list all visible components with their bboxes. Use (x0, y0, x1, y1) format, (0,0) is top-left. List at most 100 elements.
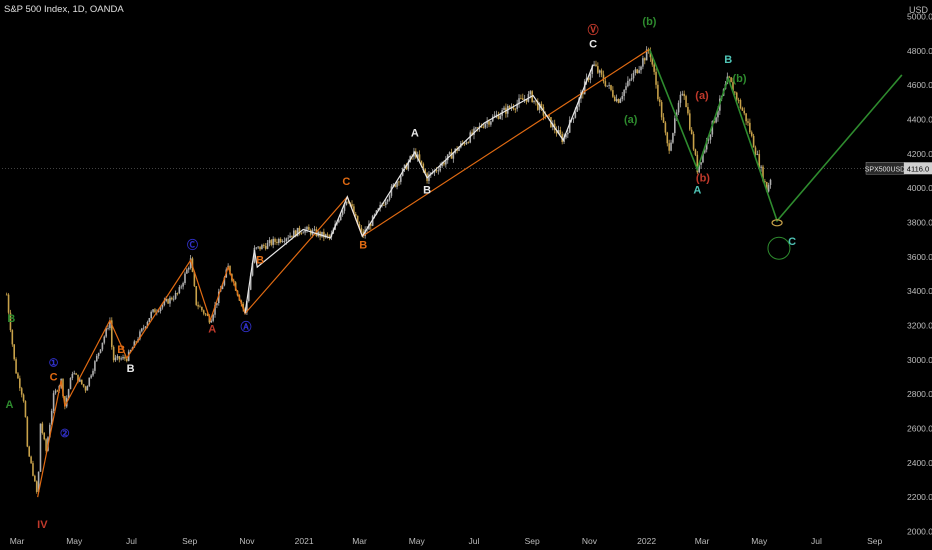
candle-body (159, 307, 162, 311)
candle-body (384, 201, 387, 205)
candle-body (112, 346, 115, 361)
x-tick-label: Mar (10, 536, 25, 546)
candle-body (473, 128, 475, 135)
candle-body (377, 208, 380, 211)
candle-body (217, 291, 220, 304)
candle-body (632, 72, 635, 79)
candle-body (110, 320, 113, 347)
candle-body (673, 118, 676, 134)
x-axis[interactable]: Mar May Jul Sep Nov 2021 Mar May Jul Sep Nov 2022 Ma… (10, 536, 883, 546)
candle-body (180, 286, 183, 288)
candle-body (469, 132, 472, 143)
candle-body (443, 162, 445, 165)
candle-body (39, 423, 42, 472)
candle-body (281, 241, 284, 243)
candle-body (90, 375, 92, 378)
candle-body (22, 394, 25, 402)
candle-body (328, 235, 331, 238)
y-tick-label: 2200.0 (907, 492, 932, 502)
candle-body (471, 132, 473, 135)
candle-body (24, 401, 27, 418)
candle-body (630, 78, 633, 80)
candle-body (154, 309, 156, 313)
symbol-title[interactable]: S&P 500 Index, 1D, OANDA (4, 4, 124, 15)
candle-body (685, 96, 687, 108)
candle-body (529, 91, 532, 95)
candle-body (734, 91, 736, 93)
candle-body (122, 356, 124, 359)
candle-body (67, 389, 70, 398)
candle-body (79, 379, 81, 382)
candle-body (371, 215, 374, 226)
candle-body (20, 388, 23, 395)
candle-body (704, 149, 706, 153)
candle-body (118, 356, 121, 360)
candle-body (300, 233, 303, 234)
candle-body (124, 356, 126, 359)
candle-body (563, 137, 565, 142)
candle-body (540, 103, 543, 108)
candle-body (672, 133, 674, 143)
candle-body (658, 99, 661, 103)
candle-body (565, 134, 567, 138)
candle-body (375, 210, 378, 215)
y-tick-label: 5000.0 (907, 12, 932, 22)
candle-body (677, 102, 680, 113)
candle-body (627, 80, 629, 87)
candle-body (50, 410, 53, 425)
wave-label: A (693, 184, 701, 196)
wave-label: ① (49, 358, 59, 370)
candle-body (386, 199, 389, 202)
candle-body (613, 96, 616, 101)
wave-label: B (117, 344, 125, 356)
candle-body (606, 85, 609, 87)
x-tick-label: Nov (582, 536, 598, 546)
candle-body (338, 220, 340, 223)
candle-body (634, 69, 637, 73)
x-tick-label: May (66, 536, 83, 546)
candle-body (499, 115, 502, 119)
y-tick-label: 3400.0 (907, 286, 932, 296)
candle-body (643, 58, 646, 61)
candle-body (32, 463, 34, 476)
wave-label: B (724, 54, 732, 66)
candle-body (662, 117, 665, 123)
candle-body (157, 310, 160, 312)
candle-body (717, 110, 719, 118)
y-axis[interactable]: 2000.0 2200.0 2400.0 2600.0 2800.0 3000.0 3200… (907, 12, 932, 537)
candle-body (101, 342, 104, 350)
x-tick-label: Jul (469, 536, 480, 546)
candle-body (242, 303, 244, 309)
candle-body (304, 229, 306, 233)
price-box (904, 162, 932, 175)
candle-body (628, 79, 631, 81)
x-tick-label: Jul (126, 536, 137, 546)
candle-body (559, 130, 562, 135)
candle-body (373, 214, 376, 216)
candle-body (660, 102, 663, 118)
wave-label: Ⓒ (187, 237, 198, 251)
candle-body (495, 114, 498, 116)
candle-body (184, 273, 186, 284)
candle-body (572, 117, 575, 120)
candle-body (187, 267, 190, 270)
candle-body (345, 201, 348, 205)
candle-body (420, 160, 423, 164)
candle-body (279, 238, 282, 243)
candle-body (735, 92, 738, 100)
wave-label: B (127, 363, 135, 375)
candle-body (13, 344, 15, 360)
x-tick-label: Sep (525, 536, 540, 546)
candle-body (623, 89, 625, 97)
x-tick-label: May (751, 536, 768, 546)
wave-label: IV (37, 519, 48, 531)
wave-label: B (359, 239, 367, 251)
candle-body (120, 358, 122, 360)
candle-body (750, 132, 753, 136)
candle-body (77, 374, 79, 382)
candle-body (353, 206, 355, 215)
candle-body (418, 154, 421, 161)
candle-body (246, 301, 248, 313)
